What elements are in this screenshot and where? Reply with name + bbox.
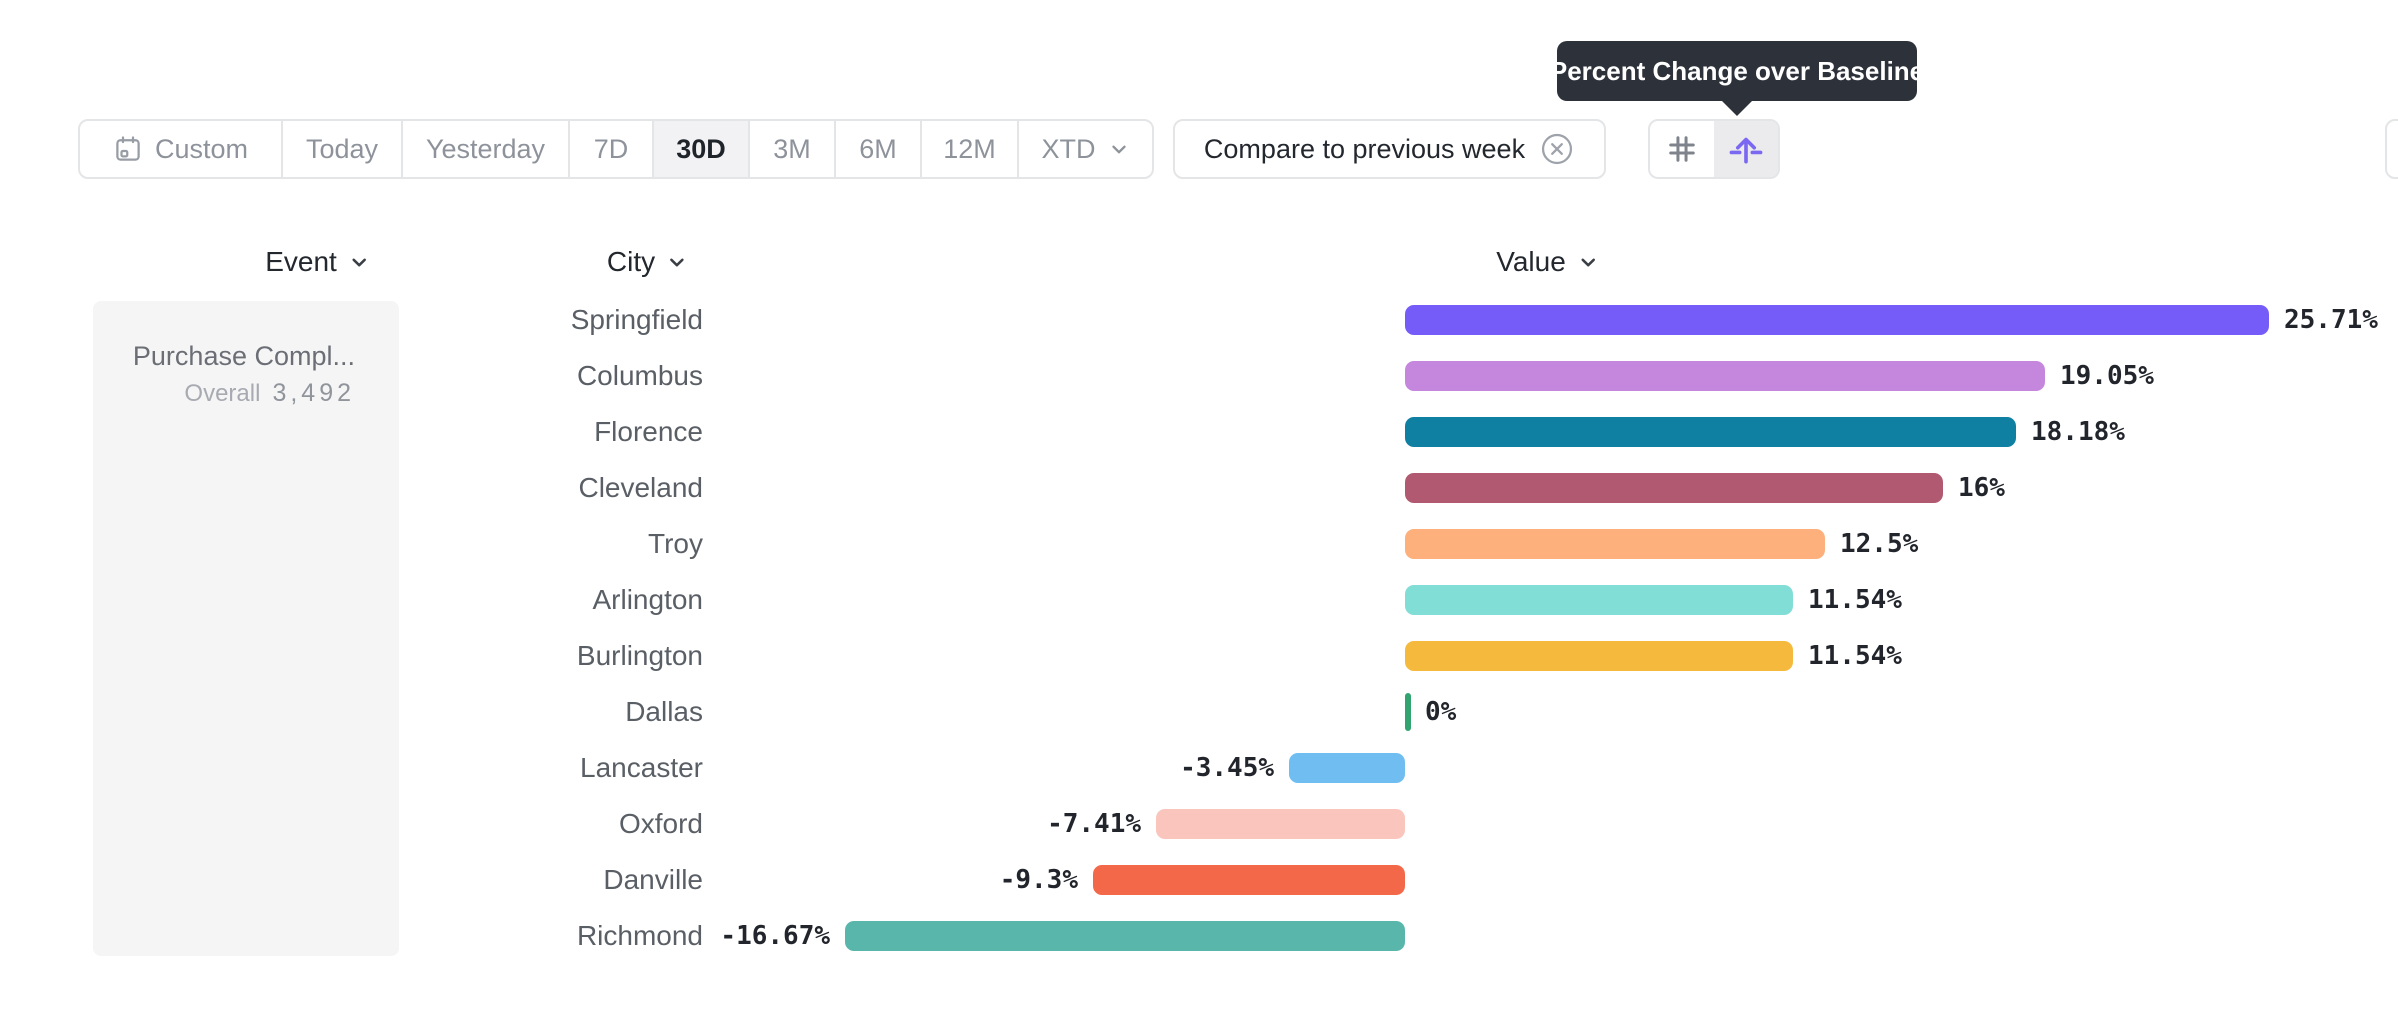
value-label: 19.05% — [2060, 361, 2154, 391]
city-label: Oxford — [618, 808, 703, 839]
city-label: Cleveland — [578, 472, 703, 503]
chart-row: Springfield 25.71% — [0, 292, 2398, 348]
range-yesterday[interactable]: Yesterday — [403, 121, 570, 177]
calendar-icon — [113, 134, 143, 164]
chart-row: Arlington 11.54% — [0, 572, 2398, 628]
value-bar[interactable] — [1405, 585, 1793, 615]
value-bar[interactable] — [1405, 693, 1411, 731]
column-header-city[interactable]: City — [607, 234, 689, 290]
range-label: XTD — [1041, 133, 1096, 164]
chart-row: Danville -9.3% — [0, 852, 2398, 908]
event-card[interactable]: Purchase Compl... Overall 3,492 — [93, 301, 399, 956]
overall-label: Overall — [184, 380, 261, 407]
range-label: Today — [305, 133, 379, 164]
compare-chip-label: Compare to previous week — [1203, 133, 1526, 164]
value-bar[interactable] — [1405, 641, 1793, 671]
value-label: 16% — [1958, 473, 2005, 503]
column-label: City — [606, 246, 656, 277]
value-label: 12.5% — [1840, 529, 1919, 559]
city-label: Springfield — [570, 304, 703, 335]
value-label: -3.45% — [1180, 753, 1274, 783]
chevron-down-icon — [665, 250, 689, 274]
value-bar[interactable] — [1405, 417, 2016, 447]
city-label: Columbus — [576, 360, 703, 391]
value-label: 0% — [1425, 697, 1457, 727]
chart-row: Oxford -7.41% — [0, 796, 2398, 852]
chart-row: Richmond -16.67% — [0, 908, 2398, 964]
city-label: Arlington — [592, 584, 703, 615]
range-label: 6M — [859, 133, 897, 164]
tooltip-percent-change: Percent Change over Baseline — [1550, 41, 1924, 101]
range-label: 12M — [943, 133, 996, 164]
chart-row: Burlington 11.54% — [0, 628, 2398, 684]
value-label: 18.18% — [2031, 417, 2125, 447]
value-bar[interactable] — [1156, 809, 1405, 839]
city-label: Troy — [648, 528, 703, 559]
range-3m[interactable]: 3M — [750, 121, 836, 177]
chart-row: Lancaster -3.45% — [0, 740, 2398, 796]
value-bar[interactable] — [1405, 529, 1825, 559]
chart-row: Troy 12.5% — [0, 516, 2398, 572]
view-toggle-control — [1648, 119, 1780, 179]
hash-grid-icon — [1664, 131, 1700, 167]
chart-row: Dallas 0% — [0, 684, 2398, 740]
city-label: Lancaster — [580, 752, 703, 783]
value-bar[interactable] — [1289, 753, 1405, 783]
value-bar[interactable] — [1405, 305, 2269, 335]
overall-value: 3,492 — [272, 379, 355, 407]
city-label: Dallas — [625, 696, 703, 727]
column-header-event[interactable]: Event — [265, 234, 371, 290]
range-xtd[interactable]: XTD — [1019, 121, 1152, 177]
column-label: Value — [1496, 246, 1566, 277]
circle-x-icon[interactable] — [1539, 131, 1575, 167]
value-label: -7.41% — [1047, 809, 1141, 839]
chevron-down-icon — [347, 250, 371, 274]
chevron-down-icon — [1576, 250, 1600, 274]
range-today[interactable]: Today — [283, 121, 403, 177]
range-label: 30D — [676, 133, 726, 164]
partial-button[interactable] — [2385, 119, 2398, 179]
range-label: 7D — [593, 133, 629, 164]
tooltip-text: Percent Change over Baseline — [1549, 55, 1925, 86]
chart-row: Columbus 19.05% — [0, 348, 2398, 404]
range-label: 3M — [773, 133, 811, 164]
range-30d[interactable]: 30D — [654, 121, 750, 177]
chart-row: Cleveland 16% — [0, 460, 2398, 516]
range-12m[interactable]: 12M — [922, 121, 1019, 177]
chevron-down-icon — [1108, 138, 1130, 160]
range-7d[interactable]: 7D — [570, 121, 654, 177]
value-bar[interactable] — [1093, 865, 1405, 895]
city-label: Burlington — [576, 640, 703, 671]
chart-row: Florence 18.18% — [0, 404, 2398, 460]
column-header-value[interactable]: Value — [1496, 234, 1600, 290]
range-label: Custom — [154, 133, 249, 164]
event-name: Purchase Compl... — [132, 341, 355, 371]
city-label: Florence — [594, 416, 703, 447]
compare-chip[interactable]: Compare to previous week — [1173, 119, 1606, 179]
city-label: Danville — [603, 864, 703, 895]
grid-view-button[interactable] — [1650, 121, 1714, 177]
value-bar[interactable] — [1405, 473, 1943, 503]
range-6m[interactable]: 6M — [836, 121, 922, 177]
value-bar[interactable] — [845, 921, 1405, 951]
value-label: 11.54% — [1808, 641, 1902, 671]
value-bar[interactable] — [1405, 361, 2045, 391]
event-overall: Overall 3,492 — [184, 379, 355, 408]
date-range-control: Custom Today Yesterday 7D 30D 3M 6M 12M … — [78, 119, 1154, 179]
column-label: Event — [265, 246, 337, 277]
value-label: -9.3% — [999, 865, 1078, 895]
range-custom[interactable]: Custom — [80, 121, 283, 177]
arrow-up-baseline-icon — [1727, 130, 1765, 168]
baseline-view-button[interactable] — [1714, 121, 1778, 177]
value-label: 25.71% — [2284, 305, 2378, 335]
range-label: Yesterday — [425, 133, 546, 164]
value-label: 11.54% — [1808, 585, 1902, 615]
city-label: Richmond — [576, 920, 703, 951]
value-label: -16.67% — [720, 921, 830, 951]
